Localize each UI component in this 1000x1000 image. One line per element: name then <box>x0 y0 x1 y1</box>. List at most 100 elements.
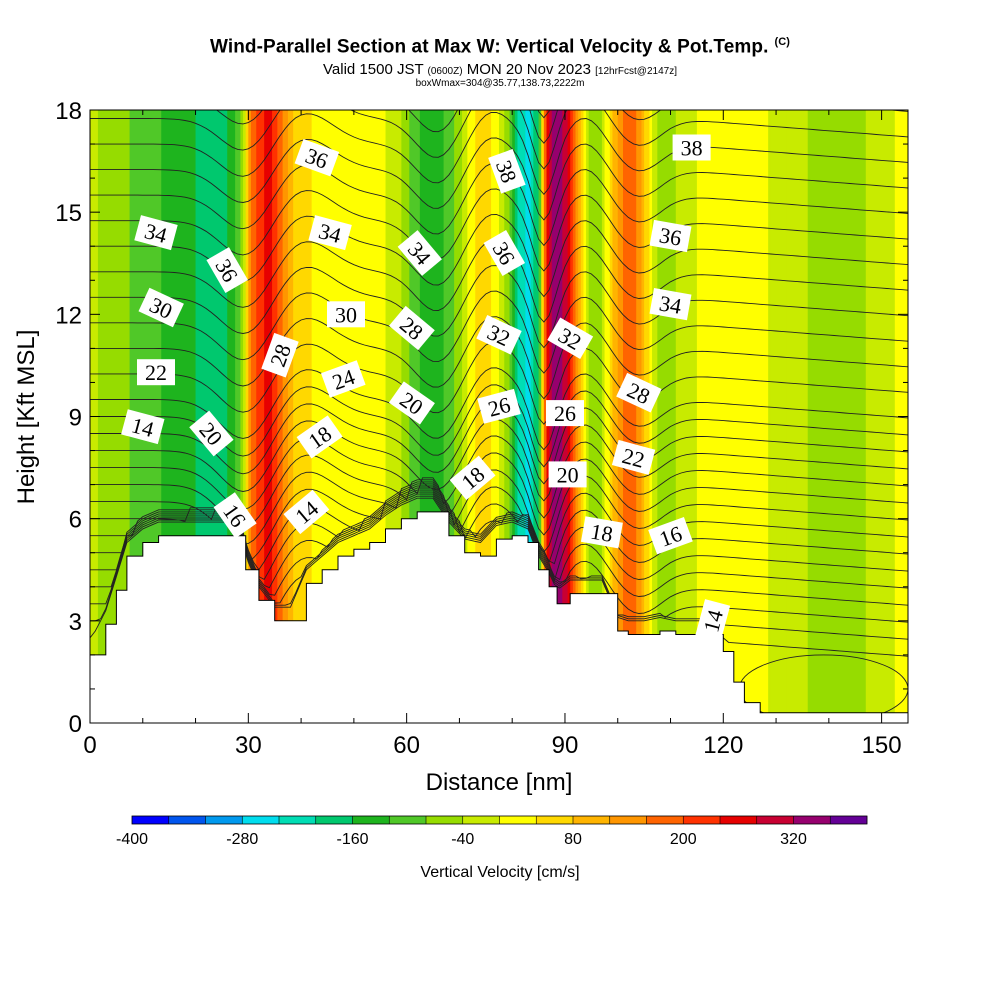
y-tick-label: 12 <box>55 302 82 329</box>
velocity-cell <box>182 110 186 723</box>
velocity-cell <box>427 110 431 723</box>
contour-label-box <box>649 219 692 253</box>
velocity-cell <box>285 110 289 723</box>
velocity-cell <box>261 110 265 723</box>
velocity-cell <box>815 110 819 723</box>
velocity-cell <box>654 110 658 723</box>
contour-label-box <box>388 305 435 351</box>
contour-label: 26 <box>477 388 521 424</box>
velocity-cell <box>171 110 176 723</box>
velocity-cell <box>607 110 611 723</box>
contour-label-text: 26 <box>554 401 576 426</box>
velocity-cell <box>733 110 738 723</box>
velocity-cell <box>588 110 592 723</box>
velocity-cell <box>694 110 698 723</box>
theta-contour <box>90 0 908 41</box>
theta-contour <box>90 188 908 272</box>
velocity-cell <box>279 110 284 723</box>
contour-label: 34 <box>308 215 352 251</box>
contour-label-box <box>294 138 340 177</box>
x-axis-label: Distance [nm] <box>426 769 573 796</box>
colorbar-segment <box>683 816 721 824</box>
velocity-cell <box>264 110 268 723</box>
velocity-cell <box>435 110 439 723</box>
velocity-cell <box>604 110 608 723</box>
velocity-cell <box>696 110 701 723</box>
colorbar-segment <box>756 816 794 824</box>
velocity-cell <box>675 110 680 723</box>
theta-contour <box>90 290 908 374</box>
colorbar-segment <box>573 816 611 824</box>
x-tick-label: 150 <box>862 732 902 759</box>
velocity-cell <box>620 110 624 723</box>
velocity-cell <box>699 110 703 723</box>
velocity-cell <box>612 110 616 723</box>
velocity-cell <box>385 110 389 723</box>
contour-label-box <box>138 287 184 328</box>
theta-contour <box>90 110 908 170</box>
velocity-cell <box>601 110 606 723</box>
velocity-cell <box>818 110 822 723</box>
velocity-cell <box>863 110 867 723</box>
velocity-cell <box>306 110 310 723</box>
y-tick-label: 9 <box>69 405 82 432</box>
velocity-cell <box>451 110 455 723</box>
velocity-cell <box>256 110 260 723</box>
velocity-cell <box>179 110 183 723</box>
velocity-cell <box>762 110 767 723</box>
velocity-cell <box>657 110 661 723</box>
velocity-cell <box>311 110 315 723</box>
velocity-cell <box>369 110 373 723</box>
colorbar-label: Vertical Velocity [cm/s] <box>420 864 580 881</box>
velocity-cell <box>287 110 292 723</box>
velocity-cell <box>192 110 197 723</box>
velocity-cell <box>335 110 339 723</box>
velocity-cell <box>593 110 598 723</box>
velocity-cell <box>842 110 846 723</box>
velocity-cell <box>686 110 690 723</box>
contour-label-box <box>137 359 175 386</box>
colorbar-segment <box>168 816 206 824</box>
velocity-cell <box>778 110 782 723</box>
colorbar-segment <box>205 816 243 824</box>
x-tick-label: 60 <box>393 732 420 759</box>
velocity-cell <box>235 110 239 723</box>
colorbar-segment <box>499 816 537 824</box>
colorbar-tick-label: -400 <box>116 831 148 848</box>
velocity-cell <box>543 110 548 723</box>
velocity-cell <box>456 110 461 723</box>
velocity-cell <box>712 110 716 723</box>
velocity-cell <box>828 110 833 723</box>
theta-contour <box>90 137 908 221</box>
velocity-cell <box>849 110 854 723</box>
valid-time: Valid 1500 JST <box>323 61 424 78</box>
velocity-cell <box>309 110 313 723</box>
velocity-cell <box>330 110 334 723</box>
velocity-cell <box>372 110 376 723</box>
contour-label: 22 <box>137 359 175 386</box>
velocity-cell <box>174 110 178 723</box>
velocity-cell <box>245 110 249 723</box>
velocity-cell <box>702 110 706 723</box>
velocity-cell <box>820 110 825 723</box>
colorbar-segment <box>389 816 427 824</box>
theta-contour <box>537 110 550 119</box>
velocity-cell <box>538 110 542 723</box>
velocity-cell <box>797 110 801 723</box>
velocity-cell <box>348 110 352 723</box>
velocity-cell <box>878 110 883 723</box>
velocity-cell <box>472 110 476 723</box>
velocity-cell <box>237 110 242 723</box>
velocity-cell <box>454 110 458 723</box>
colorbar-segment <box>793 816 831 824</box>
velocity-cell <box>638 110 643 723</box>
velocity-cell <box>876 110 880 723</box>
copyright-mark: (C) <box>774 36 791 48</box>
colorbar-segment <box>536 816 574 824</box>
velocity-cell <box>744 110 748 723</box>
contour-label: 38 <box>672 134 711 161</box>
velocity-cell <box>826 110 830 723</box>
velocity-cell <box>390 110 395 723</box>
contour-label: 22 <box>611 439 656 475</box>
velocity-cell <box>459 110 463 723</box>
